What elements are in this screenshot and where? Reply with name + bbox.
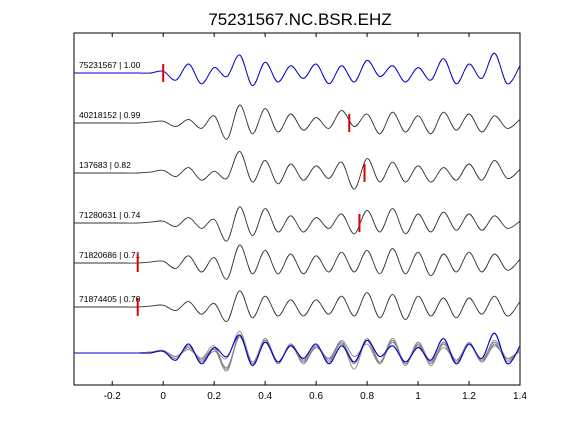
trace-label-6: 71874405 | 0.70 — [79, 294, 141, 304]
x-tick-label-1: 0 — [160, 391, 166, 402]
trace-line-5 — [74, 244, 521, 280]
x-tick-label-7: 1.2 — [462, 391, 476, 402]
trace-line-2 — [73, 104, 521, 140]
trace-label-2: 40218152 | 0.99 — [79, 110, 141, 120]
trace-line-4 — [73, 206, 521, 242]
x-tick-label-2: 0.2 — [207, 391, 221, 402]
trace-label-5: 71820686 | 0.71 — [79, 250, 141, 260]
trace-line-1 — [74, 52, 521, 87]
trace-line-3 — [74, 150, 521, 190]
trace-line-6 — [73, 290, 521, 322]
traces-group: 75231567 | 1.00 40218152 | 0.99 137683 | 0… — [73, 52, 521, 372]
x-tick-label-5: 0.8 — [360, 391, 374, 402]
trace-label-1: 75231567 | 1.00 — [79, 60, 141, 70]
x-tick-label-0: -0.2 — [104, 391, 122, 402]
x-axis: -0.2 0 0.2 0.4 0.6 0.8 1 1.2 1.4 — [104, 33, 527, 402]
overlay-trace-6 — [74, 336, 521, 368]
trace-label-4: 71280631 | 0.74 — [79, 210, 141, 220]
overlay-trace-3 — [74, 330, 521, 370]
x-tick-label-3: 0.4 — [258, 391, 272, 402]
overlay-trace-1 — [74, 332, 521, 367]
x-tick-label-4: 0.6 — [309, 391, 323, 402]
x-tick-label-8: 1.4 — [513, 391, 527, 402]
chart-title: 75231567.NC.BSR.EHZ — [208, 10, 391, 29]
plot-frame — [73, 32, 521, 386]
x-tick-label-6: 1 — [415, 391, 421, 402]
trace-label-3: 137683 | 0.82 — [79, 160, 131, 170]
